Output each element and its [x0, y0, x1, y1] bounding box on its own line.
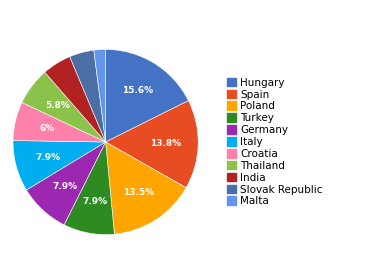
- Wedge shape: [22, 72, 106, 142]
- Text: 15.6%: 15.6%: [122, 86, 153, 95]
- Wedge shape: [26, 142, 106, 225]
- Text: 13.5%: 13.5%: [123, 188, 154, 197]
- Text: 6%: 6%: [40, 124, 55, 133]
- Text: dental treatment abroad UK statistics: dental treatment abroad UK statistics: [0, 0, 129, 2]
- Wedge shape: [64, 142, 114, 235]
- Wedge shape: [13, 140, 106, 190]
- Wedge shape: [106, 49, 189, 142]
- Wedge shape: [13, 102, 106, 142]
- Text: 7.9%: 7.9%: [82, 197, 107, 206]
- Text: 5.8%: 5.8%: [45, 101, 70, 110]
- Legend: Hungary, Spain, Poland, Turkey, Germany, Italy, Croatia, Thailand, India, Slovak: Hungary, Spain, Poland, Turkey, Germany,…: [227, 78, 323, 206]
- Wedge shape: [106, 101, 198, 188]
- Text: 7.9%: 7.9%: [35, 153, 60, 162]
- Wedge shape: [106, 142, 186, 234]
- Wedge shape: [94, 49, 106, 142]
- Text: 13.8%: 13.8%: [150, 139, 181, 148]
- Text: 7.9%: 7.9%: [52, 182, 77, 191]
- Wedge shape: [70, 50, 106, 142]
- Wedge shape: [45, 57, 106, 142]
